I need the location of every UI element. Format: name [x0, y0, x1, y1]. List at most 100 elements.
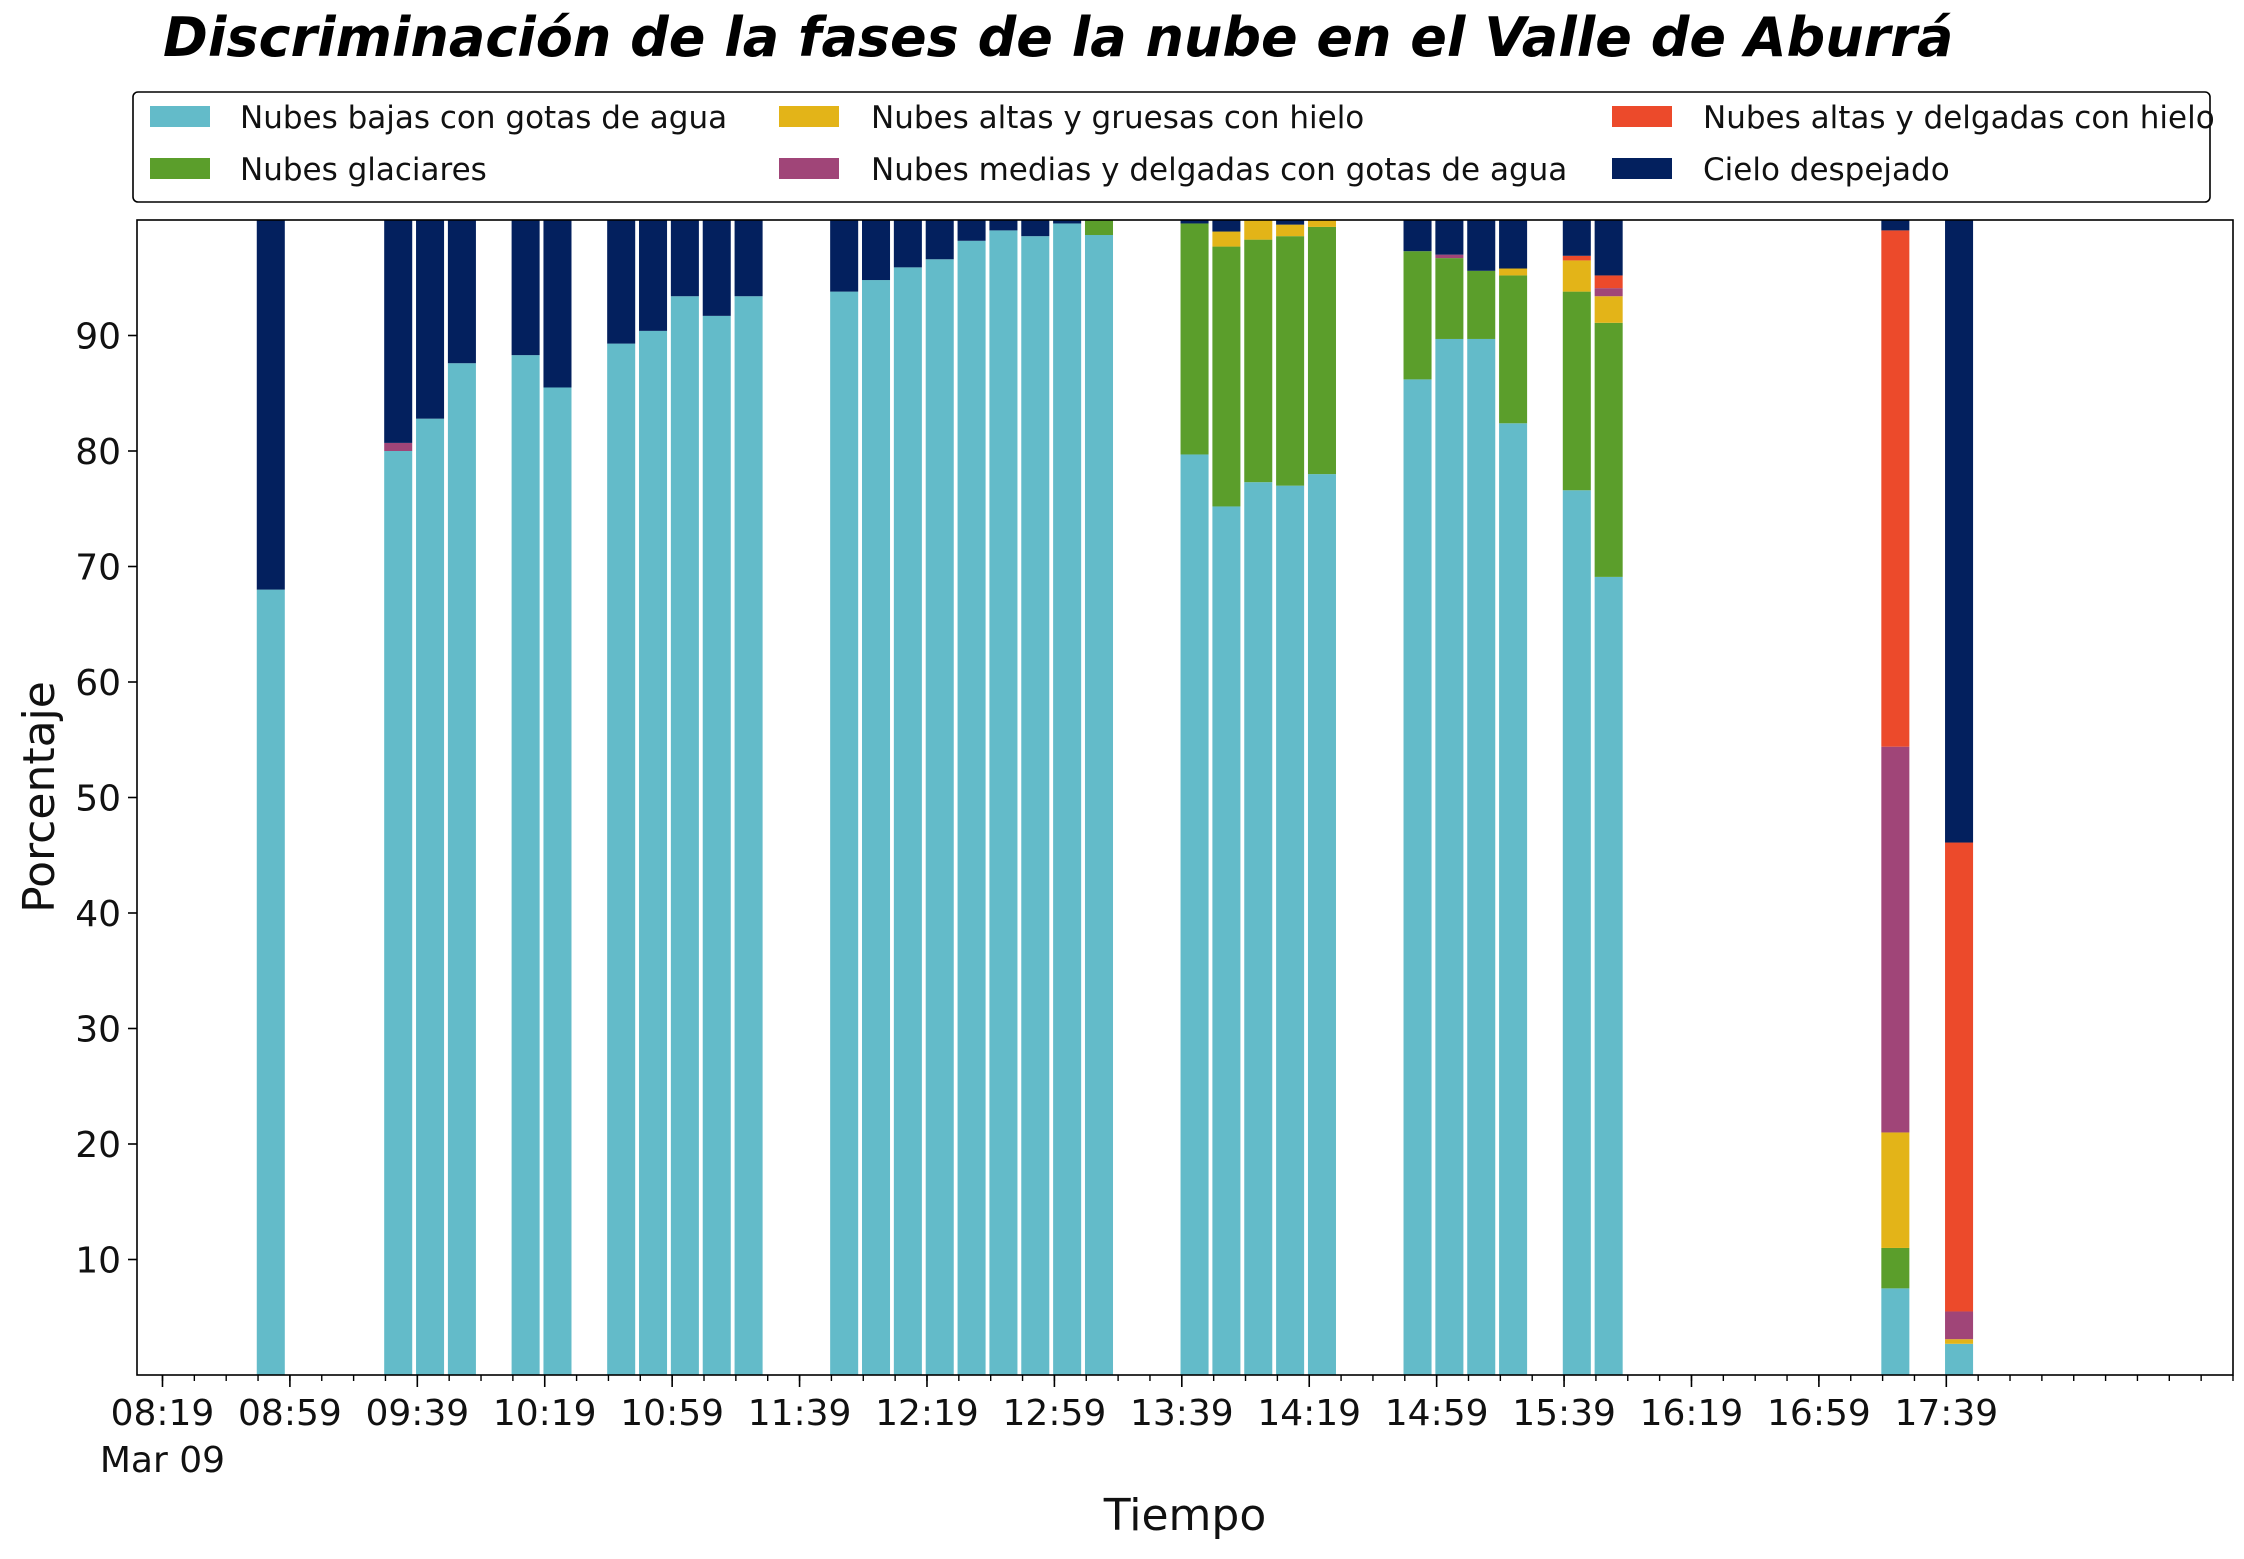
bar-21-segment-2: [1212, 231, 1241, 247]
bar-14-segment-0: [925, 259, 954, 1375]
bar-31-segment-3: [1881, 746, 1910, 1133]
x-tick-label: 13:39: [1130, 1393, 1234, 1434]
bar-30-segment-2: [1594, 296, 1623, 323]
bar-20-segment-1: [1180, 223, 1209, 455]
legend-swatch-5: [1612, 158, 1672, 179]
y-tick-label: 20: [75, 1125, 121, 1166]
bar-27-segment-0: [1467, 338, 1496, 1376]
bar-0-segment-5: [256, 220, 285, 590]
bar-18-segment-5: [1053, 220, 1082, 224]
bar-4-segment-0: [511, 355, 540, 1375]
bar-9-segment-0: [702, 315, 731, 1375]
bar-29-segment-1: [1562, 291, 1591, 491]
bar-31-segment-4: [1881, 230, 1910, 747]
x-axis: 08:19 Mar 09 08:59 09:39 10:19 10:59 11:39 12:1…: [100, 1375, 2234, 1481]
legend-label-0: Nubes bajas con gotas de agua: [240, 100, 727, 136]
bar-4-segment-5: [511, 220, 540, 356]
y-tick-label: 60: [75, 663, 121, 704]
bar-32-segment-5: [1945, 220, 1974, 843]
legend-item-3: Nubes medias y delgadas con gotas de agu…: [779, 152, 1567, 188]
bar-21-segment-1: [1212, 246, 1241, 507]
bar-31-segment-2: [1881, 1132, 1910, 1248]
bar-29-segment-2: [1562, 260, 1591, 292]
legend-frame: [132, 91, 2211, 203]
bar-7-segment-5: [639, 220, 668, 331]
bar-28-segment-1: [1499, 275, 1528, 424]
legend-label-2: Nubes altas y gruesas con hielo: [871, 100, 1364, 136]
bar-25-segment-5: [1403, 220, 1432, 252]
bar-26-segment-3: [1435, 254, 1464, 259]
legend-swatch-4: [1612, 106, 1672, 127]
legend-item-0: Nubes bajas con gotas de agua: [150, 100, 727, 136]
bar-0-segment-0: [256, 589, 285, 1375]
bar-29-segment-0: [1562, 490, 1591, 1375]
bar-3-segment-5: [447, 220, 476, 364]
legend-label-5: Cielo despejado: [1703, 152, 1950, 188]
y-tick-label: 80: [75, 432, 121, 473]
legend-swatch-2: [779, 106, 839, 127]
x-tick-label: 14:59: [1385, 1393, 1489, 1434]
bar-12-segment-0: [862, 280, 891, 1375]
bar-29-segment-5: [1562, 220, 1591, 256]
bar-16-segment-0: [989, 230, 1018, 1375]
bar-28-segment-2: [1499, 268, 1528, 276]
bar-24-segment-1: [1307, 226, 1336, 475]
x-tick-sublabel: Mar 09: [100, 1440, 225, 1481]
bar-30-segment-3: [1594, 288, 1623, 297]
x-tick-label: 08:59: [238, 1393, 342, 1434]
bar-5-segment-0: [543, 387, 572, 1376]
x-tick-label: 08:19: [111, 1393, 215, 1434]
bar-23-segment-2: [1276, 224, 1305, 237]
bar-13-segment-5: [893, 220, 922, 268]
legend-label-1: Nubes glaciares: [240, 152, 487, 188]
x-tick-label: 15:39: [1512, 1393, 1616, 1434]
bar-18-segment-0: [1053, 223, 1082, 1376]
bar-3-segment-0: [447, 363, 476, 1376]
bar-17-segment-5: [1021, 220, 1050, 237]
legend-item-5: Cielo despejado: [1612, 152, 1950, 188]
x-tick-label: 09:39: [365, 1393, 469, 1434]
bar-22-segment-2: [1244, 220, 1273, 240]
bar-6-segment-0: [607, 343, 636, 1376]
bar-31-segment-1: [1881, 1247, 1910, 1289]
bar-24-segment-0: [1307, 474, 1336, 1376]
x-tick-label: 16:19: [1640, 1393, 1744, 1434]
bar-5-segment-5: [543, 220, 572, 388]
bar-1-segment-3: [384, 442, 413, 451]
y-axis: 10 20 30 40 50 60 70 80 90: [75, 317, 137, 1282]
bar-17-segment-0: [1021, 236, 1050, 1375]
bar-25-segment-0: [1403, 379, 1432, 1375]
bar-30-segment-4: [1594, 275, 1623, 289]
bar-16-segment-5: [989, 220, 1018, 231]
legend-swatch-1: [150, 158, 210, 179]
bar-26-segment-0: [1435, 338, 1464, 1376]
bar-1-segment-5: [384, 220, 413, 443]
bar-10-segment-0: [734, 296, 763, 1376]
bar-30-segment-5: [1594, 220, 1623, 276]
legend-item-4: Nubes altas y delgadas con hielo: [1612, 100, 2215, 136]
bar-31-segment-5: [1881, 220, 1910, 231]
x-tick-label: 10:59: [620, 1393, 724, 1434]
bar-32-segment-2: [1945, 1339, 1974, 1344]
legend-swatch-3: [779, 158, 839, 179]
bar-20-segment-0: [1180, 454, 1209, 1376]
bars-layer: [256, 220, 1974, 1376]
x-tick-label: 17:39: [1894, 1393, 1998, 1434]
y-tick-label: 30: [75, 1010, 121, 1051]
bar-25-segment-1: [1403, 251, 1432, 380]
bar-22-segment-1: [1244, 239, 1273, 483]
chart-title: Discriminación de la fases de la nube en…: [163, 6, 1953, 69]
bar-13-segment-0: [893, 267, 922, 1375]
bar-19-segment-0: [1084, 235, 1114, 1375]
bar-22-segment-0: [1244, 482, 1273, 1375]
x-tick-label: 12:19: [875, 1393, 979, 1434]
y-tick-label: 50: [75, 779, 121, 820]
bar-30-segment-1: [1594, 322, 1623, 577]
x-tick-label: 14:19: [1257, 1393, 1361, 1434]
legend: Nubes bajas con gotas de agua Nubes glac…: [132, 91, 2215, 203]
bar-21-segment-0: [1212, 506, 1241, 1375]
bar-7-segment-0: [639, 330, 668, 1375]
bar-10-segment-5: [734, 220, 763, 297]
bar-11-segment-5: [830, 220, 859, 292]
